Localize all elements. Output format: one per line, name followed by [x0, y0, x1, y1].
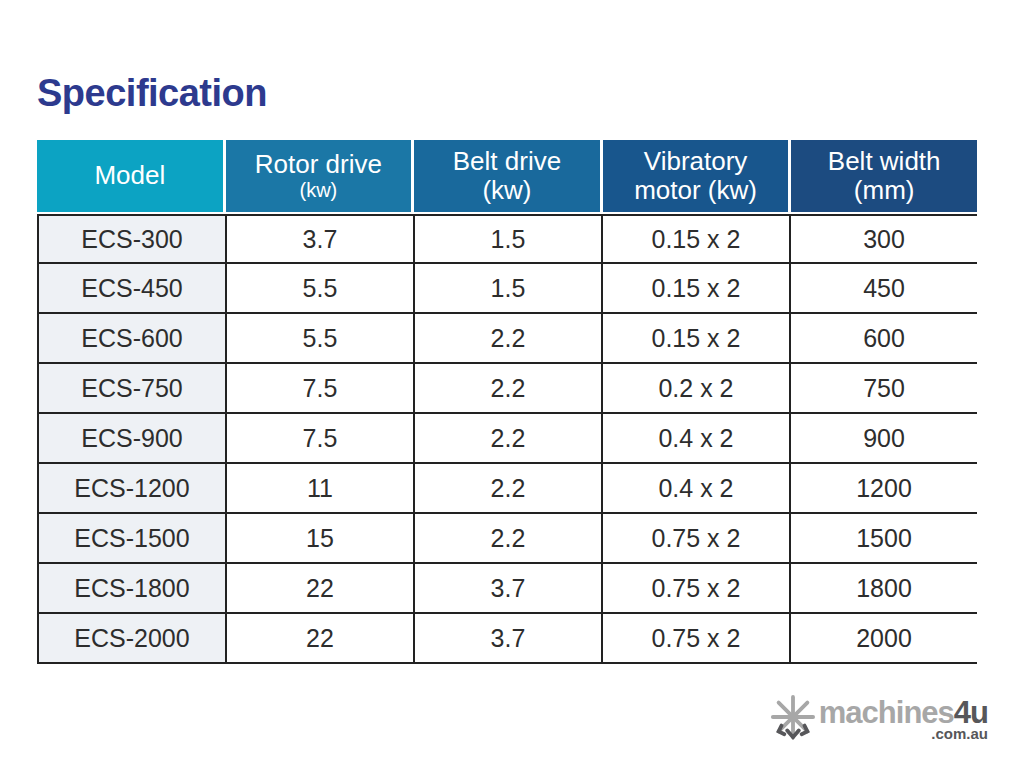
value-cell: 0.4 x 2 — [603, 464, 791, 514]
brand-name: machines4u — [819, 697, 988, 728]
value-cell: 1200 — [791, 464, 977, 514]
value-cell: 1800 — [791, 564, 977, 614]
value-cell: 0.75 x 2 — [603, 614, 791, 664]
value-cell: 22 — [227, 614, 415, 664]
value-cell: 2.2 — [415, 514, 603, 564]
spec-sheet-page: Specification ModelRotor drive(kw)Belt d… — [0, 0, 1024, 768]
value-cell: 0.75 x 2 — [603, 564, 791, 614]
machines4u-watermark: machines4u .com.au — [770, 694, 988, 744]
model-cell: ECS-750 — [37, 364, 227, 414]
column-header-label: Vibratory — [644, 147, 748, 176]
page-title: Specification — [37, 72, 267, 115]
spec-table-header: ModelRotor drive(kw)Belt drive(kw)Vibrat… — [37, 140, 977, 212]
value-cell: 0.15 x 2 — [603, 264, 791, 314]
brand-domain: .com.au — [931, 726, 988, 741]
column-header-unit: (mm) — [854, 176, 915, 205]
value-cell: 450 — [791, 264, 977, 314]
value-cell: 0.2 x 2 — [603, 364, 791, 414]
value-cell: 2000 — [791, 614, 977, 664]
spec-table-body: ECS-3003.71.50.15 x 2300ECS-4505.51.50.1… — [37, 214, 977, 664]
value-cell: 1.5 — [415, 214, 603, 264]
value-cell: 11 — [227, 464, 415, 514]
value-cell: 3.7 — [227, 214, 415, 264]
table-row: ECS-2000223.70.75 x 22000 — [37, 614, 977, 664]
value-cell: 2.2 — [415, 414, 603, 464]
value-cell: 900 — [791, 414, 977, 464]
column-header-unit: (kw) — [300, 179, 338, 201]
model-cell: ECS-1200 — [37, 464, 227, 514]
table-row: ECS-3003.71.50.15 x 2300 — [37, 214, 977, 264]
value-cell: 0.75 x 2 — [603, 514, 791, 564]
table-row: ECS-9007.52.20.4 x 2900 — [37, 414, 977, 464]
value-cell: 3.7 — [415, 564, 603, 614]
table-row: ECS-1800223.70.75 x 21800 — [37, 564, 977, 614]
model-cell: ECS-900 — [37, 414, 227, 464]
spec-table: ModelRotor drive(kw)Belt drive(kw)Vibrat… — [37, 140, 977, 664]
value-cell: 2.2 — [415, 314, 603, 364]
column-header-vibratory: Vibratorymotor (kw) — [603, 140, 789, 212]
table-row: ECS-7507.52.20.2 x 2750 — [37, 364, 977, 414]
column-header-label: Belt width — [828, 147, 941, 176]
column-header-label: Model — [94, 161, 165, 190]
value-cell: 0.15 x 2 — [603, 314, 791, 364]
table-row: ECS-6005.52.20.15 x 2600 — [37, 314, 977, 364]
column-header-unit: motor (kw) — [634, 176, 757, 205]
column-header-belt-drive: Belt drive(kw) — [414, 140, 600, 212]
value-cell: 0.15 x 2 — [603, 214, 791, 264]
column-header-label: Rotor drive — [255, 150, 382, 179]
value-cell: 600 — [791, 314, 977, 364]
model-cell: ECS-300 — [37, 214, 227, 264]
value-cell: 1.5 — [415, 264, 603, 314]
value-cell: 3.7 — [415, 614, 603, 664]
value-cell: 2.2 — [415, 364, 603, 414]
value-cell: 750 — [791, 364, 977, 414]
value-cell: 5.5 — [227, 264, 415, 314]
value-cell: 0.4 x 2 — [603, 414, 791, 464]
value-cell: 15 — [227, 514, 415, 564]
watermark-text: machines4u .com.au — [819, 697, 988, 741]
value-cell: 300 — [791, 214, 977, 264]
table-row: ECS-1200112.20.4 x 21200 — [37, 464, 977, 514]
column-header-rotor-drive: Rotor drive(kw) — [226, 140, 412, 212]
value-cell: 7.5 — [227, 414, 415, 464]
value-cell: 7.5 — [227, 364, 415, 414]
column-header-belt-width: Belt width(mm) — [791, 140, 977, 212]
model-cell: ECS-2000 — [37, 614, 227, 664]
value-cell: 1500 — [791, 514, 977, 564]
value-cell: 5.5 — [227, 314, 415, 364]
model-cell: ECS-600 — [37, 314, 227, 364]
snowflake-asterisk-icon — [770, 694, 816, 744]
model-cell: ECS-1500 — [37, 514, 227, 564]
column-header-unit: (kw) — [482, 176, 531, 205]
table-row: ECS-4505.51.50.15 x 2450 — [37, 264, 977, 314]
value-cell: 22 — [227, 564, 415, 614]
value-cell: 2.2 — [415, 464, 603, 514]
model-cell: ECS-450 — [37, 264, 227, 314]
model-cell: ECS-1800 — [37, 564, 227, 614]
column-header-model: Model — [37, 140, 223, 212]
table-row: ECS-1500152.20.75 x 21500 — [37, 514, 977, 564]
column-header-label: Belt drive — [453, 147, 561, 176]
